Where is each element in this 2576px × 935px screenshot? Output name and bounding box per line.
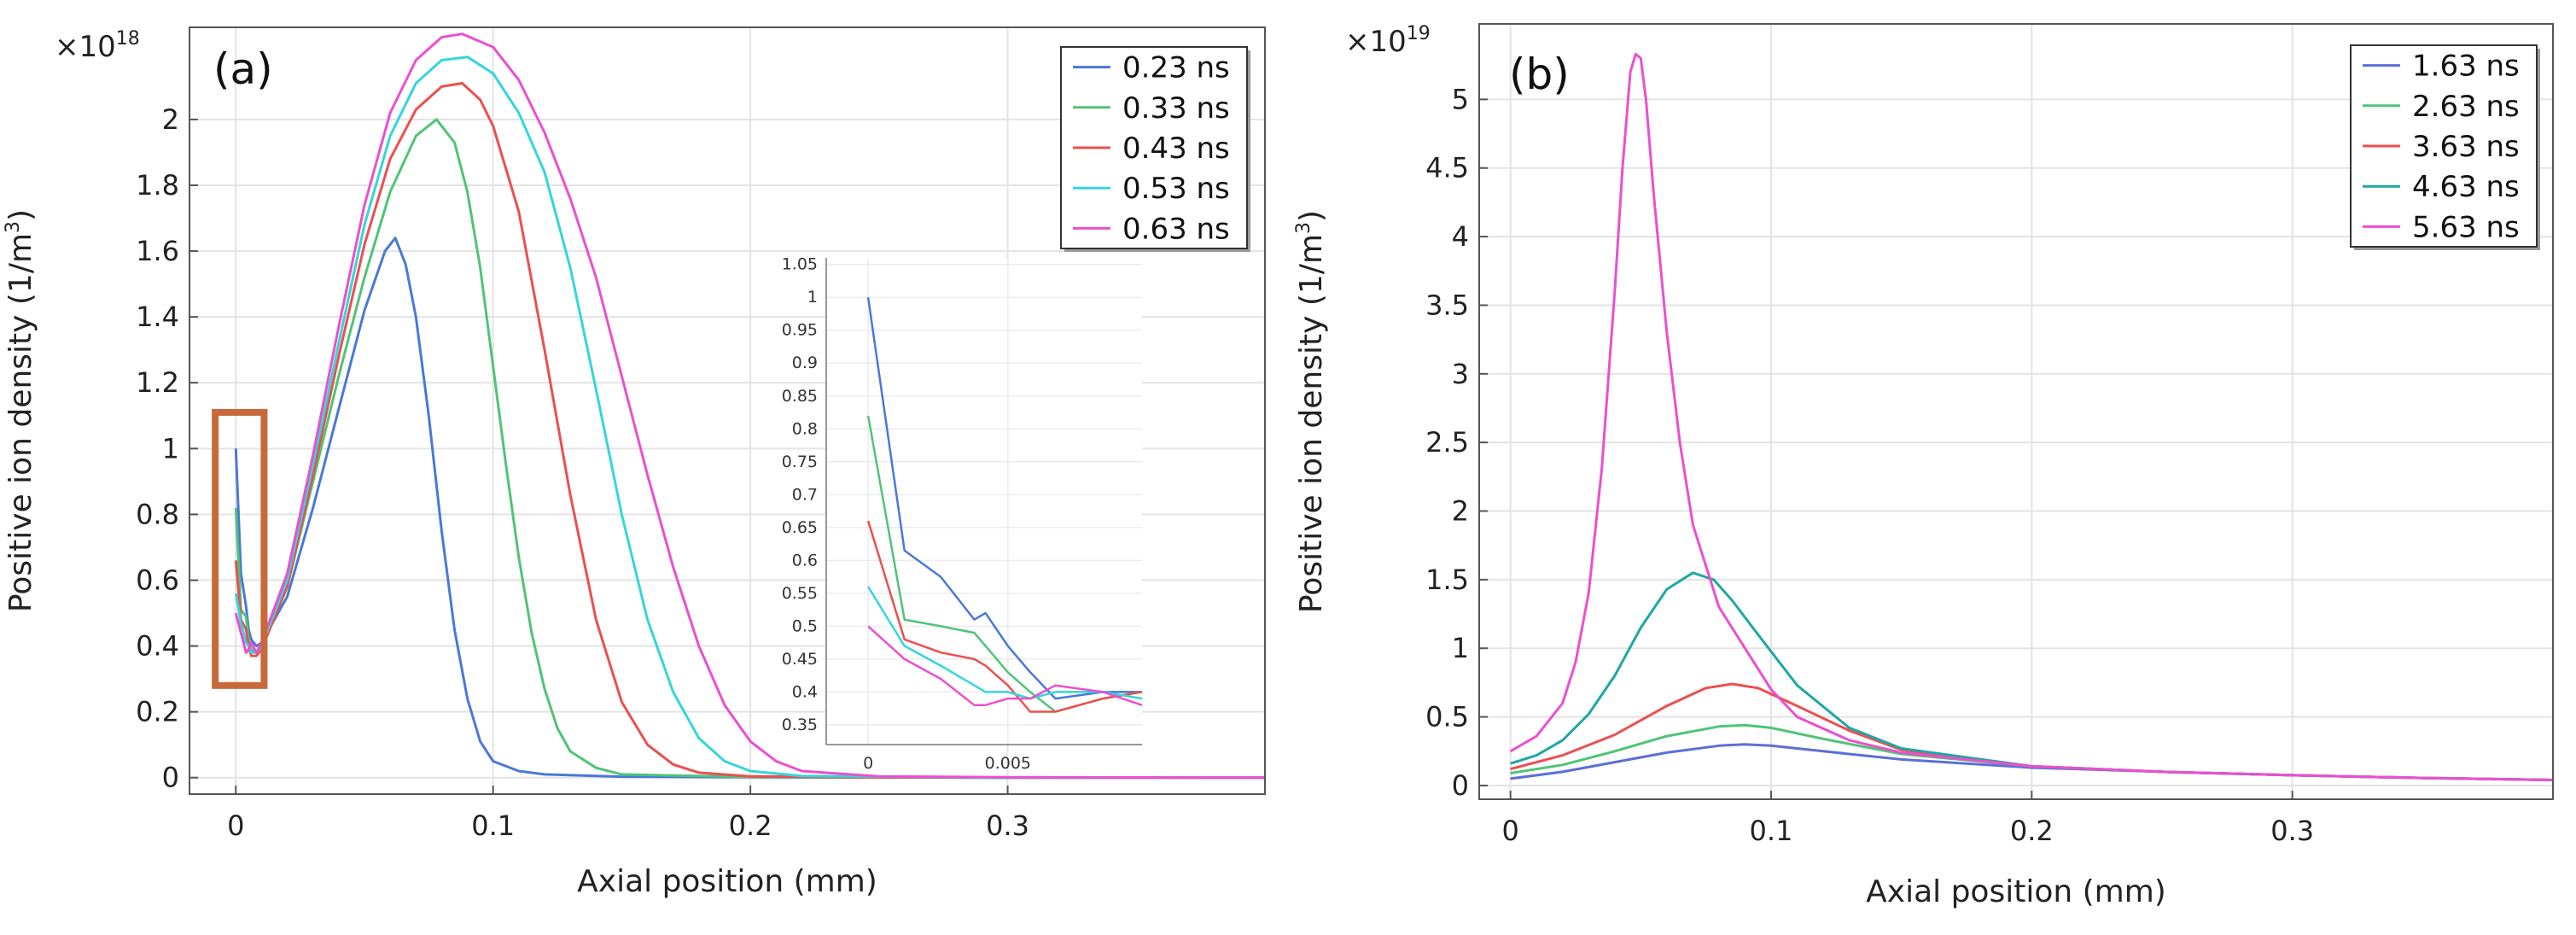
- inset-series-group: [866, 297, 1143, 713]
- x-ticks-a: 0 0.1 0.2 0.3: [227, 786, 1029, 842]
- y-tick-label: 3: [1452, 358, 1469, 390]
- inset-y-tick-label: 0.7: [792, 485, 818, 504]
- series-line-5: [234, 32, 1266, 780]
- x-ticks-b: 0 0.1 0.2 0.3: [1501, 791, 2314, 847]
- x-tick-label: 0.3: [2270, 815, 2314, 847]
- y-ticks-b: 0 0.5 1 1.5 2 2.5 3 3.5 4 4.5 5: [1425, 83, 1488, 802]
- inset-x-tick-label: 0: [863, 754, 873, 773]
- inset-y-tick-label: 0.8: [792, 419, 818, 438]
- y-axis-label-b: Positive ion density (1/m3): [1293, 210, 1329, 613]
- y-tick-label: 0.6: [136, 564, 179, 596]
- inset-y-tick-label: 0.35: [782, 716, 818, 734]
- inset-series-line-5: [867, 625, 1143, 707]
- y-tick-label: 1.4: [136, 301, 179, 333]
- chart-panel-a: 0 0.1 0.2 0.3 0 0.2 0.4 0.6 0.8 1 1.2 1.4 1.6 1.8 2 (…: [3, 26, 1266, 899]
- y-tick-label: 0.8: [136, 498, 179, 530]
- y-tick-label: 1.5: [1425, 564, 1469, 596]
- inset-y-tick-label: 0.45: [782, 650, 818, 669]
- legend-entry: 4.63 ns: [2412, 170, 2520, 204]
- legend-entry: 1.63 ns: [2412, 50, 2520, 84]
- inset-y-tick-label: 1: [807, 288, 818, 307]
- inset-plot-area: [826, 258, 1142, 745]
- inset-y-tick-label: 0.9: [792, 354, 818, 372]
- legend-entry: 0.53 ns: [1122, 172, 1230, 206]
- inset-zoom-a: 0 0.005 0.350.40.450.50.550.60.650.70.750…: [782, 255, 1143, 773]
- y-tick-label: 1.2: [136, 366, 179, 399]
- legend-a: 0.23 ns 0.33 ns 0.43 ns 0.53 ns 0.63 ns: [1060, 46, 1250, 252]
- panel-label-a: (a): [213, 44, 273, 94]
- y-tick-label: 4.5: [1425, 152, 1469, 184]
- series-group-a: [234, 32, 1266, 780]
- x-tick-label: 0.2: [729, 809, 772, 842]
- legend-entry: 0.43 ns: [1122, 131, 1230, 166]
- y-tick-label: 2.5: [1425, 426, 1469, 459]
- legend-entry: 2.63 ns: [2412, 90, 2520, 124]
- legend-entry: 0.23 ns: [1122, 51, 1230, 85]
- inset-x-ticks: 0 0.005: [863, 754, 1031, 773]
- y-tick-label: 1.8: [136, 169, 179, 202]
- x-tick-label: 0: [227, 809, 244, 842]
- legend-entry: 5.63 ns: [2412, 210, 2520, 244]
- inset-series-line-4: [867, 586, 1143, 700]
- inset-series-line-1: [866, 297, 1142, 700]
- y-tick-label: 0: [1452, 769, 1469, 802]
- legend-entry: 0.63 ns: [1122, 212, 1230, 246]
- inset-y-tick-label: 0.6: [792, 551, 818, 570]
- inset-y-tick-label: 0.85: [782, 387, 818, 406]
- legend-b: 1.63 ns 2.63 ns 3.63 ns 4.63 ns 5.63 ns: [2350, 44, 2540, 250]
- y-tick-label: 0.2: [136, 696, 179, 728]
- x-tick-label: 0.3: [986, 809, 1029, 842]
- y-multiplier-a: ×1018: [55, 28, 140, 64]
- zoom-highlight-box: [212, 408, 268, 689]
- series-line-1: [234, 237, 1265, 780]
- series-line-5: [1509, 52, 2554, 781]
- y-tick-label: 2: [1452, 495, 1469, 528]
- y-ticks-a: 0 0.2 0.4 0.6 0.8 1 1.2 1.4 1.6 1.8 2: [136, 103, 198, 794]
- inset-y-tick-label: 0.55: [782, 584, 818, 603]
- inset-y-tick-label: 0.5: [792, 617, 818, 635]
- inset-y-tick-label: 0.4: [792, 682, 818, 701]
- chart-panel-b: 0 0.1 0.2 0.3 0 0.5 1 1.5 2 2.5 3 3.5 4 4.5 5 (b) ×10…: [1293, 23, 2554, 909]
- y-tick-label: 0: [162, 762, 179, 794]
- y-multiplier-b: ×1019: [1345, 23, 1431, 59]
- plot-frame-b: [1478, 23, 2554, 800]
- y-axis-label-a: Positive ion density (1/m3): [3, 209, 38, 612]
- legend-entry: 3.63 ns: [2412, 130, 2520, 164]
- inset-y-tick-label: 0.95: [782, 321, 818, 340]
- x-tick-label: 0.2: [2010, 815, 2054, 847]
- inset-y-tick-label: 1.05: [782, 255, 818, 274]
- inset-axes: [825, 258, 1142, 745]
- x-tick-label: 0.1: [471, 809, 515, 842]
- x-axis-label-a: Axial position (mm): [577, 864, 877, 899]
- y-tick-label: 3.5: [1425, 289, 1469, 321]
- y-tick-label: 5: [1452, 83, 1469, 115]
- x-axis-label-b: Axial position (mm): [1866, 874, 2166, 909]
- legend-entry: 0.33 ns: [1122, 91, 1230, 126]
- x-tick-label: 0.1: [1750, 815, 1793, 847]
- panel-label-b: (b): [1509, 50, 1570, 99]
- y-tick-label: 2: [162, 103, 179, 136]
- y-tick-label: 4: [1452, 220, 1469, 253]
- y-tick-label: 1: [1452, 632, 1469, 664]
- inset-series-line-3: [866, 520, 1143, 713]
- inset-x-tick-label: 0.005: [985, 754, 1031, 773]
- series-line-4: [234, 56, 1265, 780]
- inset-grid: [826, 258, 1142, 745]
- y-tick-label: 1.6: [136, 235, 179, 267]
- inset-y-tick-label: 0.75: [782, 453, 818, 471]
- y-tick-label: 0.4: [136, 630, 179, 663]
- plot-frame-a: [189, 26, 1266, 795]
- inset-y-tick-label: 0.65: [782, 518, 818, 537]
- y-tick-label: 0.5: [1425, 701, 1469, 733]
- series-line-3: [234, 82, 1265, 780]
- x-tick-label: 0: [1501, 815, 1518, 847]
- series-group-b: [1509, 52, 2554, 781]
- inset-y-ticks: 0.35 0.4 0.45 0.5 0.55 0.6 0.65 0.7 0.75 0.8 0.85 0…: [782, 255, 818, 734]
- y-tick-label: 1: [162, 432, 179, 465]
